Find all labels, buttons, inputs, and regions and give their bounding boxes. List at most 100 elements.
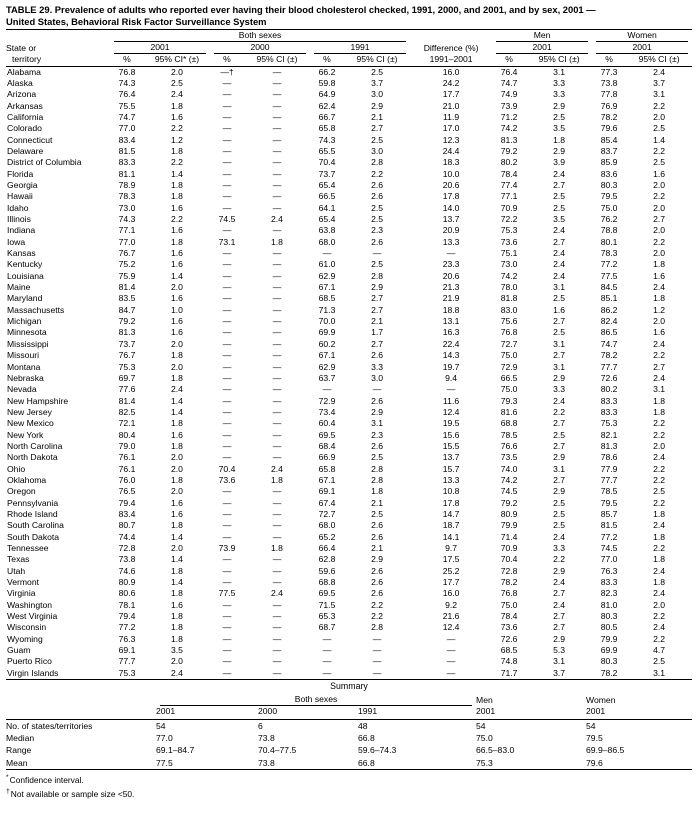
cell-1991-pct: 68.0 bbox=[318, 520, 336, 531]
cell-women-pct: 69.9 bbox=[600, 645, 618, 656]
cell-men-pct: 73.6 bbox=[500, 622, 518, 633]
cell-2000-pct: — bbox=[222, 395, 232, 406]
cell-1991-pct: 67.1 bbox=[318, 474, 336, 485]
cell-2001-pct: 76.5 bbox=[118, 486, 136, 497]
cell-difference: 17.7 bbox=[442, 89, 460, 100]
cell-1991-pct: 63.8 bbox=[318, 225, 336, 236]
header-year-2001-men: 2001 bbox=[492, 42, 592, 54]
cell-2000-pct: — bbox=[222, 123, 232, 134]
cell-2000-ci: — bbox=[272, 611, 282, 622]
cell-2001-ci: 1.8 bbox=[171, 440, 183, 451]
cell-2000-pct: — bbox=[222, 497, 232, 508]
cell-2000-pct: 70.4 bbox=[218, 463, 236, 474]
cell-state: Puerto Rico bbox=[7, 656, 52, 667]
cell-men-pct: 68.8 bbox=[500, 418, 518, 429]
header-difference: Difference (%) bbox=[423, 42, 479, 53]
cell-men-pct: 81.8 bbox=[500, 293, 518, 304]
cell-2000-ci: — bbox=[272, 191, 282, 202]
cell-men-pct: 83.0 bbox=[500, 304, 518, 315]
table-row: Texas 73.8 1.4 — — 62.8 2.9 17.5 70.4 2.… bbox=[6, 554, 692, 565]
summary-both-sexes-label: Both sexes bbox=[160, 694, 473, 707]
table-row: Missouri 76.7 1.8 — — 67.1 2.6 14.3 75.0… bbox=[6, 350, 692, 361]
cell-1991-ci: 2.9 bbox=[371, 282, 384, 293]
header-spacer-state bbox=[6, 30, 110, 42]
cell-2000-ci: — bbox=[272, 248, 282, 259]
cell-2000-pct: 73.9 bbox=[218, 543, 236, 554]
cell-2001-pct: 80.6 bbox=[118, 588, 136, 599]
cell-2000-ci: — bbox=[272, 100, 282, 111]
cell-state: South Carolina bbox=[7, 520, 64, 531]
table-title: TABLE 29. Prevalence of adults who repor… bbox=[6, 4, 692, 31]
table-body: Alabama 76.8 2.0 —† — 66.2 2.5 16.0 76.4… bbox=[6, 66, 692, 680]
summary-group-row: Both sexes Men Women bbox=[6, 694, 692, 707]
cell-2001-pct: 79.0 bbox=[118, 440, 136, 451]
year-1991-label: 1991 bbox=[314, 42, 407, 54]
cell-men-pct: 79.2 bbox=[500, 145, 518, 156]
table-row: Illinois 74.3 2.2 74.5 2.4 65.4 2.5 13.7… bbox=[6, 214, 692, 225]
summary-year-men: 2001 bbox=[476, 706, 587, 720]
cell-1991-pct: 73.7 bbox=[318, 168, 336, 179]
cell-men-pct: 80.9 bbox=[500, 508, 518, 519]
cell-women-ci: 3.1 bbox=[653, 667, 666, 678]
table-row: Puerto Rico 77.7 2.0 — — — — — 74.8 3.1 … bbox=[6, 656, 692, 667]
cell-difference: 14.0 bbox=[442, 202, 460, 213]
summary-row: Range 69.1–84.7 70.4–77.5 59.6–74.3 66.5… bbox=[6, 744, 692, 756]
cell-difference: 17.5 bbox=[442, 554, 460, 565]
header-ci-men: 95% CI (±) bbox=[526, 53, 593, 67]
cell-women-ci: 1.6 bbox=[653, 270, 666, 281]
cell-men-ci: 3.1 bbox=[553, 338, 566, 349]
cell-difference: 17.8 bbox=[442, 191, 460, 202]
cell-1991-ci: 2.5 bbox=[371, 508, 384, 519]
cell-2001-pct: 83.3 bbox=[118, 157, 136, 168]
cell-1991-pct: 71.3 bbox=[318, 304, 336, 315]
summary-both-2001: 77.0 bbox=[156, 732, 173, 743]
cell-men-ci: 2.7 bbox=[553, 440, 566, 451]
cell-1991-ci: 2.5 bbox=[371, 134, 384, 145]
cell-1991-pct: 66.4 bbox=[318, 543, 336, 554]
cell-2000-ci: — bbox=[272, 656, 282, 667]
cell-2001-pct: 77.7 bbox=[118, 656, 136, 667]
cell-2000-pct: — bbox=[222, 350, 232, 361]
cell-2000-ci: — bbox=[272, 350, 282, 361]
cell-women-pct: 80.3 bbox=[600, 611, 618, 622]
cell-women-pct: 74.5 bbox=[600, 543, 618, 554]
summary-both-2000: 73.8 bbox=[258, 732, 275, 743]
cell-men-pct: 78.0 bbox=[500, 282, 518, 293]
cell-women-pct: 78.2 bbox=[600, 667, 618, 678]
cell-men-ci: 2.5 bbox=[553, 508, 566, 519]
cell-men-pct: 72.9 bbox=[500, 361, 518, 372]
cell-state: Kentucky bbox=[7, 259, 43, 270]
cell-1991-ci: 2.6 bbox=[371, 440, 384, 451]
summary-year-1991: 1991 bbox=[358, 706, 477, 720]
cell-2000-pct: — bbox=[222, 622, 232, 633]
cell-men-pct: 81.3 bbox=[500, 134, 518, 145]
cell-2001-ci: 1.4 bbox=[171, 531, 183, 542]
cell-1991-pct: 67.1 bbox=[318, 350, 336, 361]
header-diff-range: 1991–2001 bbox=[410, 53, 493, 67]
cell-women-ci: 1.8 bbox=[653, 508, 666, 519]
cell-1991-ci: — bbox=[372, 645, 382, 656]
header-spacer-diff bbox=[410, 30, 492, 42]
cell-state: Alabama bbox=[7, 66, 41, 77]
table-row: West Virginia 79.4 1.8 — — 65.3 2.2 21.6… bbox=[6, 611, 692, 622]
cell-state: Wyoming bbox=[7, 633, 43, 644]
cell-women-pct: 77.7 bbox=[600, 474, 618, 485]
cell-men-pct: 71.7 bbox=[500, 667, 518, 678]
cell-difference: 21.3 bbox=[442, 282, 460, 293]
cell-women-pct: 78.6 bbox=[600, 452, 618, 463]
cell-2000-ci: — bbox=[272, 599, 282, 610]
cell-2001-ci: 1.0 bbox=[171, 304, 183, 315]
cell-men-ci: 3.1 bbox=[553, 463, 566, 474]
cell-men-pct: 70.9 bbox=[500, 202, 518, 213]
cell-state: Delaware bbox=[7, 145, 44, 156]
cell-2001-pct: 74.6 bbox=[118, 565, 136, 576]
cell-men-pct: 76.8 bbox=[500, 588, 518, 599]
cell-state: Kansas bbox=[7, 248, 36, 259]
summary-both-2001: 69.1–84.7 bbox=[156, 745, 195, 756]
cell-1991-pct: 69.9 bbox=[318, 327, 336, 338]
cell-1991-ci: 2.8 bbox=[371, 270, 384, 281]
table-row: Hawaii 78.3 1.8 — — 66.5 2.6 17.8 77.1 2… bbox=[6, 191, 692, 202]
cell-difference: 22.4 bbox=[442, 338, 460, 349]
cell-1991-pct: 68.5 bbox=[318, 293, 336, 304]
year-2001-men-label: 2001 bbox=[496, 42, 589, 54]
